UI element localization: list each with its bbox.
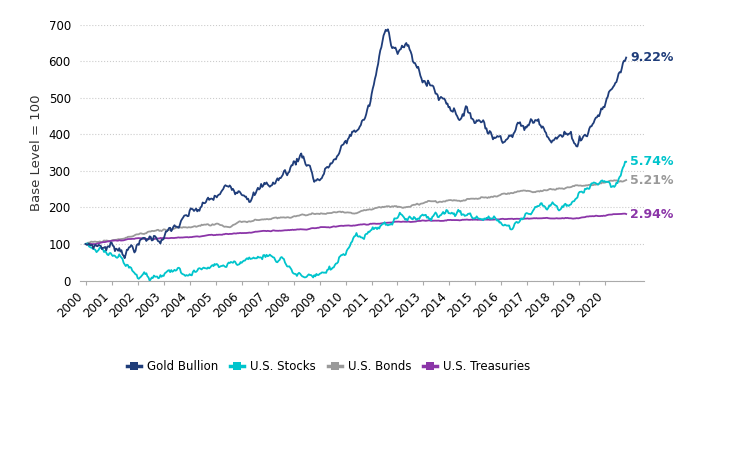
Text: 5.74%: 5.74% bbox=[630, 155, 673, 168]
Text: 9.22%: 9.22% bbox=[630, 51, 673, 64]
Text: 2.94%: 2.94% bbox=[630, 207, 673, 220]
Y-axis label: Base Level = 100: Base Level = 100 bbox=[30, 95, 43, 211]
Text: 5.21%: 5.21% bbox=[630, 174, 673, 187]
Legend: Gold Bullion, U.S. Stocks, U.S. Bonds, U.S. Treasuries: Gold Bullion, U.S. Stocks, U.S. Bonds, U… bbox=[122, 356, 535, 378]
